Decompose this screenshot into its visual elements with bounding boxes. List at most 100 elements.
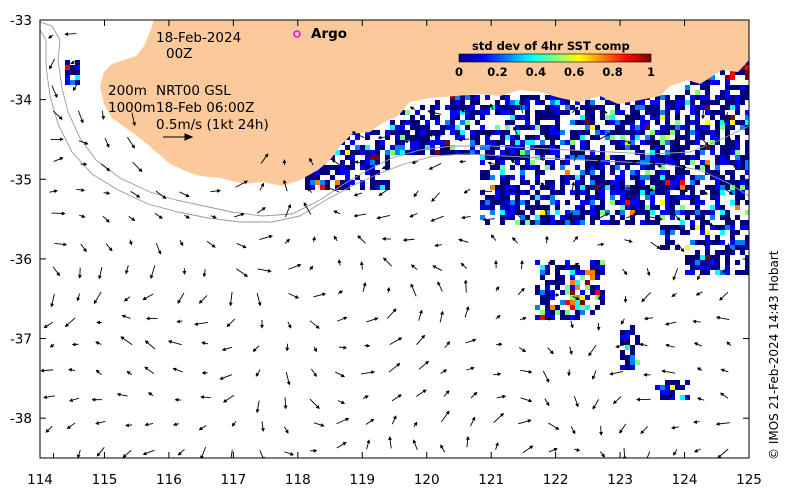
sst-cell: [600, 155, 605, 160]
sst-cell: [745, 185, 749, 190]
current-arrow-head: [539, 151, 544, 156]
sst-cell: [535, 110, 540, 115]
current-arrow-head: [695, 291, 701, 296]
sst-cell: [375, 155, 380, 160]
sst-cell: [450, 145, 455, 150]
sst-cell: [590, 150, 595, 155]
lat-tick-label: -36: [10, 252, 32, 268]
current-arrow: [179, 240, 184, 247]
sst-cell: [455, 100, 460, 105]
current-arrow: [572, 295, 580, 300]
sst-cell: [485, 195, 490, 200]
sst-cell: [690, 190, 695, 195]
current-arrow: [508, 188, 522, 193]
current-arrow: [510, 159, 519, 166]
sst-cell: [690, 80, 695, 85]
current-arrow: [40, 368, 54, 373]
sst-cell: [700, 265, 705, 270]
sst-cell: [610, 140, 615, 145]
sst-cell: [595, 260, 600, 265]
current-arrow: [96, 447, 105, 457]
sst-cell: [740, 125, 745, 130]
current-arrow-head: [303, 202, 308, 207]
current-arrow: [200, 395, 211, 400]
current-arrow-head: [643, 316, 648, 321]
sst-cell: [465, 125, 470, 130]
sst-cell: [510, 165, 515, 170]
sst-cell: [520, 150, 525, 155]
sst-cell: [600, 115, 605, 120]
sst-cell: [710, 185, 715, 190]
sst-cell: [530, 165, 535, 170]
sst-cell: [515, 200, 520, 205]
sst-cell: [725, 130, 730, 135]
current-arrow: [440, 444, 446, 453]
sst-cell: [500, 135, 505, 140]
sst-cell: [745, 85, 749, 90]
current-arrow-head: [294, 294, 300, 299]
current-arrow-head: [609, 371, 614, 376]
sst-cell: [515, 195, 520, 200]
sst-cell: [505, 100, 510, 105]
current-arrow: [612, 396, 622, 405]
sst-cell: [735, 150, 740, 155]
sst-cell: [570, 220, 575, 225]
sst-cell: [665, 200, 670, 205]
sst-cell: [625, 115, 630, 120]
current-arrow-head: [149, 274, 154, 280]
current-arrow: [671, 425, 679, 430]
sst-cell: [415, 110, 420, 115]
sst-cell: [635, 200, 640, 205]
current-arrow: [381, 236, 391, 241]
sst-cell: [615, 125, 620, 130]
current-arrow-head: [313, 448, 318, 453]
current-arrow: [68, 397, 80, 402]
sst-cell: [590, 200, 595, 205]
sst-cell: [520, 95, 525, 100]
current-arrow-head: [665, 343, 670, 348]
sst-cell: [655, 140, 660, 145]
sst-cell: [535, 115, 540, 120]
sst-cell: [610, 155, 615, 160]
current-arrow: [664, 321, 677, 326]
current-arrow-head: [340, 400, 346, 405]
current-arrow-head: [50, 303, 55, 308]
sst-cell: [615, 200, 620, 205]
current-arrow: [719, 392, 729, 399]
sst-cell: [745, 140, 749, 145]
sst-cell: [735, 230, 740, 235]
current-arrow: [149, 265, 156, 280]
sst-cell: [630, 170, 635, 175]
sst-cell: [660, 135, 665, 140]
current-arrow-head: [671, 293, 676, 297]
sst-cell: [545, 205, 550, 210]
sst-cell: [570, 215, 575, 220]
sst-cell: [725, 255, 730, 260]
sst-cell: [640, 115, 645, 120]
current-arrow: [570, 426, 576, 435]
sst-cell: [545, 280, 550, 285]
sst-cell: [710, 110, 715, 115]
sst-cell: [475, 110, 480, 115]
sst-cell: [375, 180, 380, 185]
current-arrow-head: [43, 324, 48, 328]
sst-cell: [670, 125, 675, 130]
sst-cell: [350, 160, 355, 165]
current-arrow: [383, 257, 393, 267]
sst-cell: [725, 85, 730, 90]
sst-cell: [610, 100, 615, 105]
current-arrow-head: [547, 260, 552, 266]
sst-cell: [600, 105, 605, 110]
current-arrow-head: [172, 367, 177, 372]
sst-cell: [565, 215, 570, 220]
sst-cell: [650, 205, 655, 210]
current-arrow-head: [66, 425, 71, 430]
current-arrow-head: [95, 341, 100, 346]
sst-cell: [725, 150, 730, 155]
current-arrow-head: [567, 372, 572, 377]
current-arrow: [313, 346, 317, 353]
current-arrow-head: [49, 343, 55, 348]
current-arrow: [520, 397, 533, 403]
current-arrow: [210, 188, 221, 193]
sst-cell: [540, 125, 545, 130]
